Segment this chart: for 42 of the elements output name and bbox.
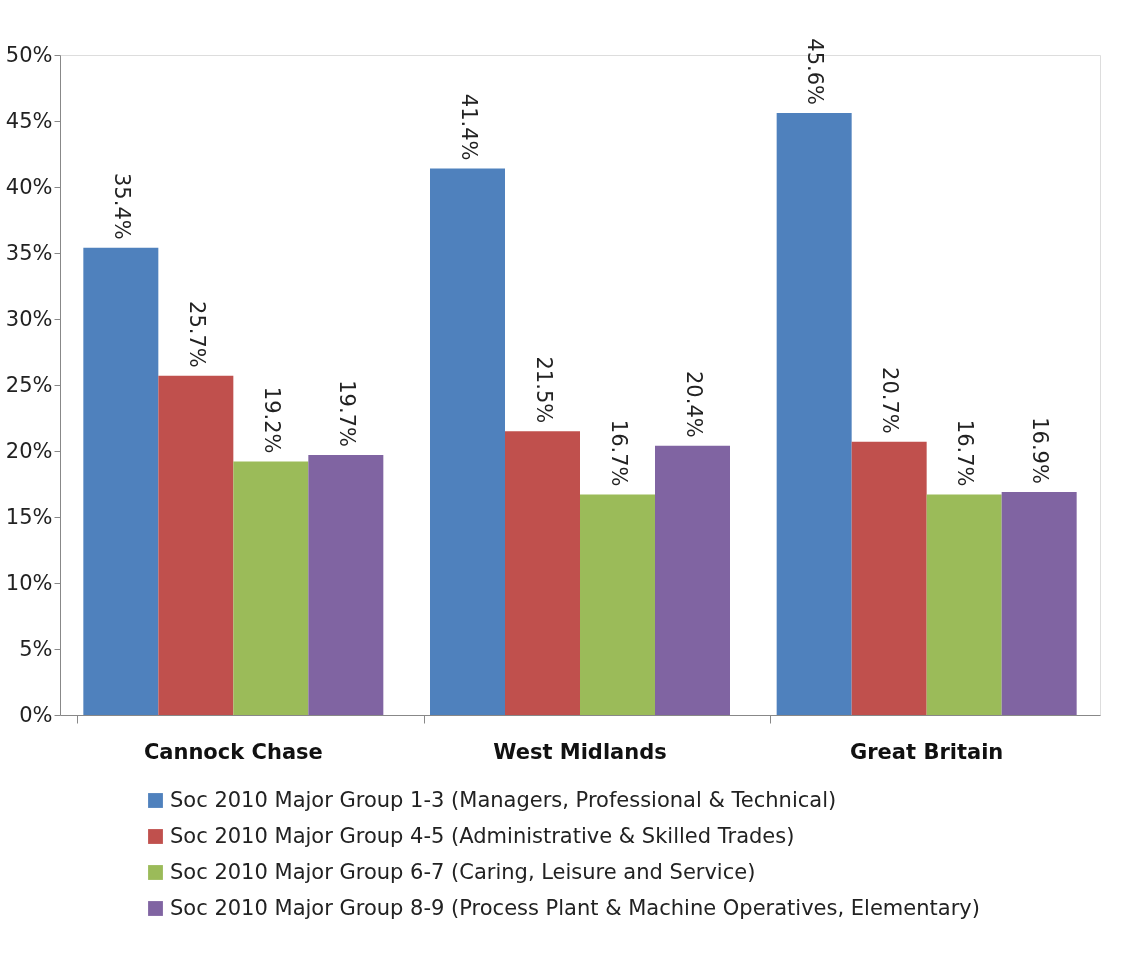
bar [851, 441, 927, 715]
data-label: 20.4% [681, 371, 706, 438]
bar [655, 445, 730, 715]
x-tick-label: West Midlands [493, 739, 667, 764]
y-tick-label: 5% [19, 636, 53, 661]
data-label: 25.7% [184, 301, 209, 368]
y-tick-label: 30% [5, 306, 53, 331]
bar [308, 454, 384, 715]
y-tick-label: 35% [5, 240, 53, 265]
data-label: 45.6% [803, 38, 828, 106]
data-label: 16.7% [606, 419, 631, 487]
data-label: 19.2% [259, 386, 284, 454]
data-label: 19.7% [334, 380, 359, 447]
y-tick-label: 40% [5, 174, 53, 199]
y-tick-label: 20% [5, 438, 53, 463]
bar [430, 168, 505, 715]
data-label: 41.4% [456, 93, 481, 161]
bar [1001, 491, 1077, 715]
bar [158, 375, 234, 715]
bar [776, 113, 852, 715]
legend-label: Soc 2010 Major Group 4-5 (Administrative & Skilled Trades) [170, 823, 795, 848]
y-tick-label: 10% [5, 570, 53, 595]
legend-label: Soc 2010 Major Group 6-7 (Caring, Leisure and Service) [170, 859, 756, 884]
data-label: 16.7% [953, 419, 978, 487]
y-tick-label: 45% [5, 108, 53, 133]
data-label: 16.9% [1028, 417, 1053, 484]
x-tick-label: Cannock Chase [143, 739, 323, 764]
data-label: 35.4% [109, 173, 134, 240]
x-tick-label: Great Britain [850, 739, 1004, 764]
y-tick-label: 15% [5, 504, 53, 529]
data-label: 20.7% [878, 367, 903, 434]
bar [505, 431, 580, 715]
y-tick-label: 25% [5, 372, 53, 397]
y-tick-label: 50% [5, 42, 53, 67]
legend-label: Soc 2010 Major Group 1-3 (Managers, Professional & Technical) [170, 787, 837, 812]
y-tick-label: 0% [19, 702, 53, 727]
data-label: 21.5% [531, 356, 556, 424]
bar [233, 461, 309, 715]
legend-label: Soc 2010 Major Group 8-9 (Process Plant & Machine Operatives, Elementary) [170, 895, 980, 920]
bar [580, 494, 655, 715]
bar [926, 494, 1002, 715]
bar [83, 247, 159, 715]
